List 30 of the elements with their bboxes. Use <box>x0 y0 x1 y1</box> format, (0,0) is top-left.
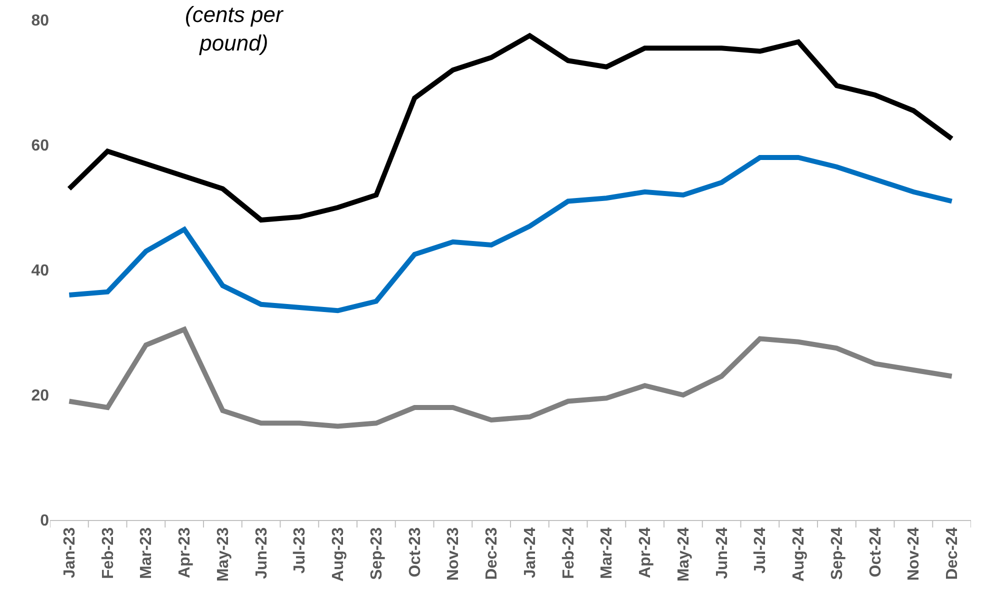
x-tick-label: Jun-23 <box>253 527 270 579</box>
x-tick-label: Apr-23 <box>176 527 194 578</box>
x-tick-label: Jul-24 <box>752 527 770 574</box>
x-tick-label: Mar-23 <box>138 527 156 579</box>
x-tick-label: Mar-24 <box>598 527 616 579</box>
x-tick-label: Jan-24 <box>522 527 539 578</box>
x-tick-label: Dec-23 <box>484 527 501 580</box>
x-tick-label: Feb-23 <box>100 527 117 579</box>
x-tick-label: Aug-24 <box>790 527 808 582</box>
x-tick-label: Sep-23 <box>368 527 386 580</box>
x-tick-label: Jan-23 <box>61 527 78 578</box>
annotation: (cents per pound) <box>185 2 284 56</box>
x-tick-label: Dec-24 <box>944 527 962 580</box>
x-tick-label: Apr-24 <box>637 527 654 578</box>
x-tick-label: Nov-24 <box>906 527 923 581</box>
x-tick-label: Feb-24 <box>560 527 578 579</box>
x-tick-label: Nov-23 <box>445 527 462 581</box>
x-tick-label: Jul-23 <box>292 527 309 574</box>
x-tick-label: Aug-23 <box>330 527 348 582</box>
x-tick-label: Oct-23 <box>406 527 424 578</box>
x-tick-label: May-24 <box>675 527 692 582</box>
x-tick-label: Sep-24 <box>828 527 846 580</box>
y-tick-label: 40 <box>31 262 50 280</box>
y-tick-label: 20 <box>31 388 50 405</box>
x-tick-label: Oct-24 <box>867 527 884 578</box>
y-tick-label: 60 <box>31 138 50 155</box>
x-tick-label: May-23 <box>214 527 232 582</box>
x-tick-label: Jun-24 <box>714 527 731 579</box>
y-tick-label: 0 <box>40 512 50 530</box>
y-tick-label: 80 <box>31 12 50 30</box>
